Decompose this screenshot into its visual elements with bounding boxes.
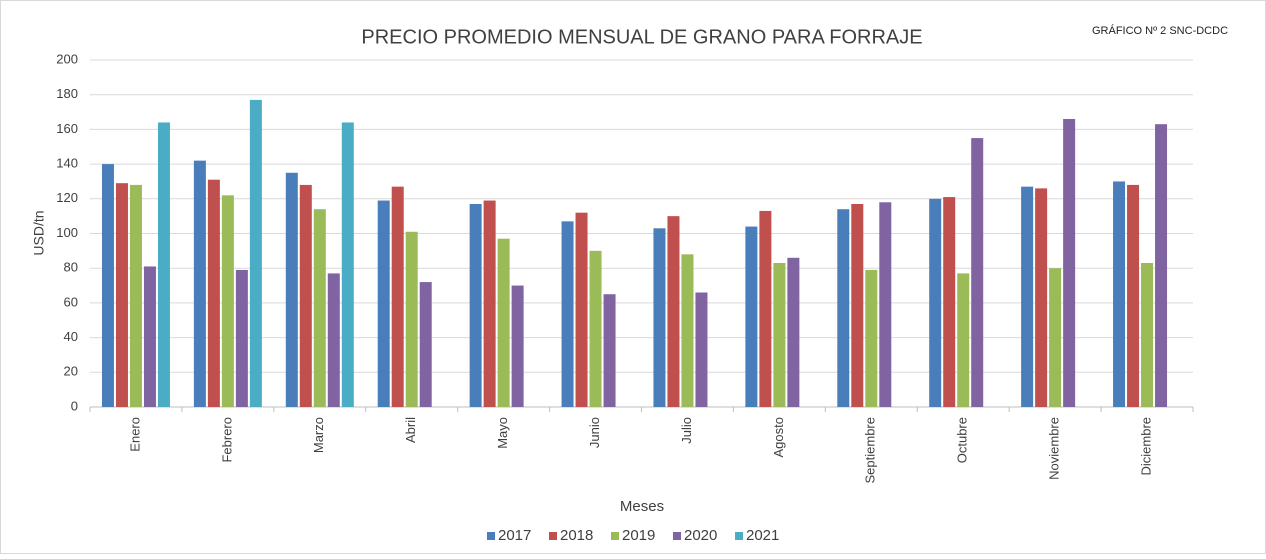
y-tick-label: 100 [56, 225, 78, 240]
bar [469, 204, 482, 407]
bar [971, 138, 984, 407]
y-tick-label: 40 [64, 329, 78, 344]
legend-swatch [549, 532, 557, 540]
x-tick-label: Agosto [771, 417, 786, 457]
bar [681, 254, 694, 407]
bar [235, 269, 248, 407]
legend-label: 2018 [560, 527, 593, 544]
legend-swatch [611, 532, 619, 540]
x-tick-label: Mayo [495, 417, 510, 449]
bar [1127, 184, 1140, 407]
bar [341, 122, 354, 408]
bar [773, 262, 786, 407]
x-tick-label: Octubre [955, 417, 970, 463]
bar [249, 99, 262, 407]
bar [575, 212, 588, 407]
bar [1021, 186, 1034, 407]
y-tick-label: 60 [64, 294, 78, 309]
y-tick-label: 200 [56, 51, 78, 66]
bar [943, 197, 956, 407]
bar [497, 238, 510, 407]
bar [787, 257, 800, 407]
y-tick-label: 20 [64, 364, 78, 379]
bar [865, 269, 878, 407]
bar [157, 122, 170, 408]
x-tick-label: Marzo [311, 417, 326, 453]
bar [879, 202, 892, 407]
legend-label: 2017 [498, 527, 531, 544]
bar [405, 231, 418, 407]
bar [221, 195, 234, 407]
bar [313, 209, 326, 407]
bar [207, 179, 220, 407]
x-axis-label: Meses [620, 498, 664, 515]
bar [327, 273, 340, 407]
bar [1155, 124, 1168, 407]
bar [115, 183, 128, 407]
bar [561, 221, 574, 407]
bar [1113, 181, 1126, 407]
x-tick-label: Junio [587, 417, 602, 448]
bar [1063, 118, 1076, 408]
legend-label: 2020 [684, 527, 717, 544]
bar [1035, 188, 1048, 407]
x-tick-label: Enero [127, 417, 142, 452]
bar [759, 210, 772, 407]
legend-label: 2021 [746, 527, 779, 544]
bar [929, 198, 942, 407]
x-tick-label: Diciembre [1138, 417, 1153, 476]
y-tick-label: 160 [56, 121, 78, 136]
annotation: GRÁFICO Nº 2 SNC-DCDC [1092, 24, 1228, 37]
bar [391, 186, 404, 407]
x-tick-label: Julio [679, 417, 694, 444]
chart-title: PRECIO PROMEDIO MENSUAL DE GRANO PARA FO… [361, 26, 922, 48]
bar [695, 292, 708, 407]
bar [745, 226, 758, 407]
x-tick-label: Febrero [219, 417, 234, 463]
x-tick-label: Septiembre [863, 417, 878, 483]
bar [1141, 262, 1154, 407]
bar [653, 228, 666, 407]
y-tick-label: 80 [64, 260, 78, 275]
bar [603, 294, 616, 407]
bar [1049, 268, 1062, 407]
bar [299, 184, 312, 407]
legend-swatch [673, 532, 681, 540]
bar [377, 200, 390, 407]
bar [837, 209, 850, 407]
bar [419, 282, 432, 407]
y-axis-label: USD/tn [31, 210, 47, 255]
bar [101, 164, 114, 407]
x-tick-label: Abril [403, 417, 418, 443]
bar [285, 172, 298, 407]
bar [957, 273, 970, 407]
bar [511, 285, 524, 407]
bar [667, 216, 680, 407]
bar [589, 250, 602, 407]
legend-swatch [735, 532, 743, 540]
y-tick-label: 140 [56, 156, 78, 171]
legend-label: 2019 [622, 527, 655, 544]
bar [143, 266, 156, 407]
y-tick-label: 180 [56, 86, 78, 101]
bar [483, 200, 496, 407]
legend-swatch [487, 532, 495, 540]
y-tick-label: 120 [56, 190, 78, 205]
bar [193, 160, 206, 407]
y-tick-label: 0 [71, 398, 78, 413]
x-tick-label: Noviembre [1047, 417, 1062, 480]
bar [851, 204, 864, 407]
bar [129, 184, 142, 407]
